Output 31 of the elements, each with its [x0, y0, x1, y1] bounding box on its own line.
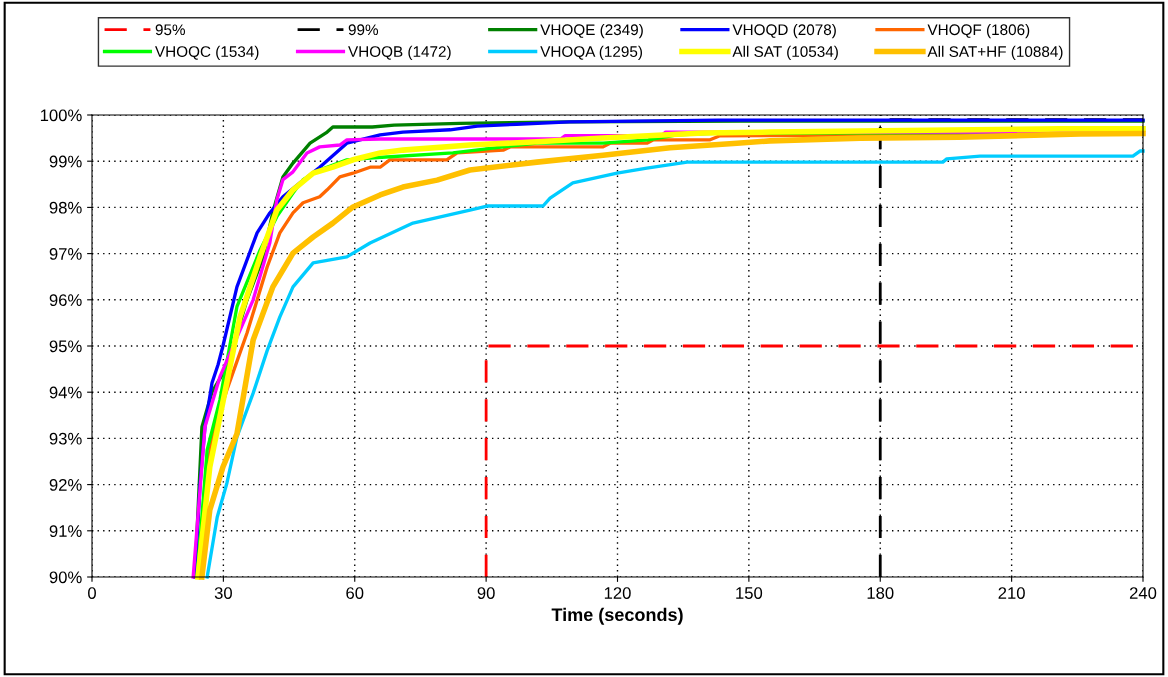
legend-label: VHOQA (1295): [540, 45, 642, 61]
y-tick-label: 92%: [49, 479, 82, 491]
y-tick-label: 93%: [49, 432, 82, 445]
legend-label: VHOQF (1806): [927, 23, 1030, 39]
x-tick-label: 30: [214, 587, 232, 599]
x-tick-label: 0: [88, 587, 96, 599]
x-tick-label: 180: [867, 587, 894, 599]
legend-label: 99%: [348, 24, 379, 36]
x-tick-label: 120: [604, 587, 631, 599]
legend-label: All SAT (10534): [732, 45, 838, 61]
y-tick-label: 99%: [49, 155, 82, 168]
x-axis-title: Time (seconds): [551, 607, 683, 625]
legend-label: VHOQC (1534): [155, 45, 259, 61]
y-tick-label: 96%: [49, 294, 82, 306]
legend-label: 95%: [155, 24, 186, 36]
y-tick-label: 91%: [49, 525, 82, 537]
y-tick-label: 94%: [49, 386, 82, 399]
legend-label: VHOQD (2078): [732, 23, 836, 39]
y-tick-label: 97%: [49, 248, 82, 260]
y-tick-label: 95%: [49, 340, 82, 353]
x-tick-label: 210: [998, 587, 1025, 599]
y-tick-label: 90%: [49, 571, 82, 584]
x-tick-label: 150: [736, 587, 763, 599]
y-tick-label: 100%: [40, 109, 82, 122]
legend-label: VHOQB (1472): [348, 45, 451, 61]
x-tick-label: 60: [346, 587, 364, 599]
legend-label: All SAT+HF (10884): [927, 45, 1063, 61]
x-tick-label: 240: [1129, 587, 1157, 599]
x-tick-label: 90: [477, 587, 495, 599]
legend-label: VHOQE (2349): [540, 23, 643, 39]
y-tick-label: 98%: [49, 201, 82, 214]
